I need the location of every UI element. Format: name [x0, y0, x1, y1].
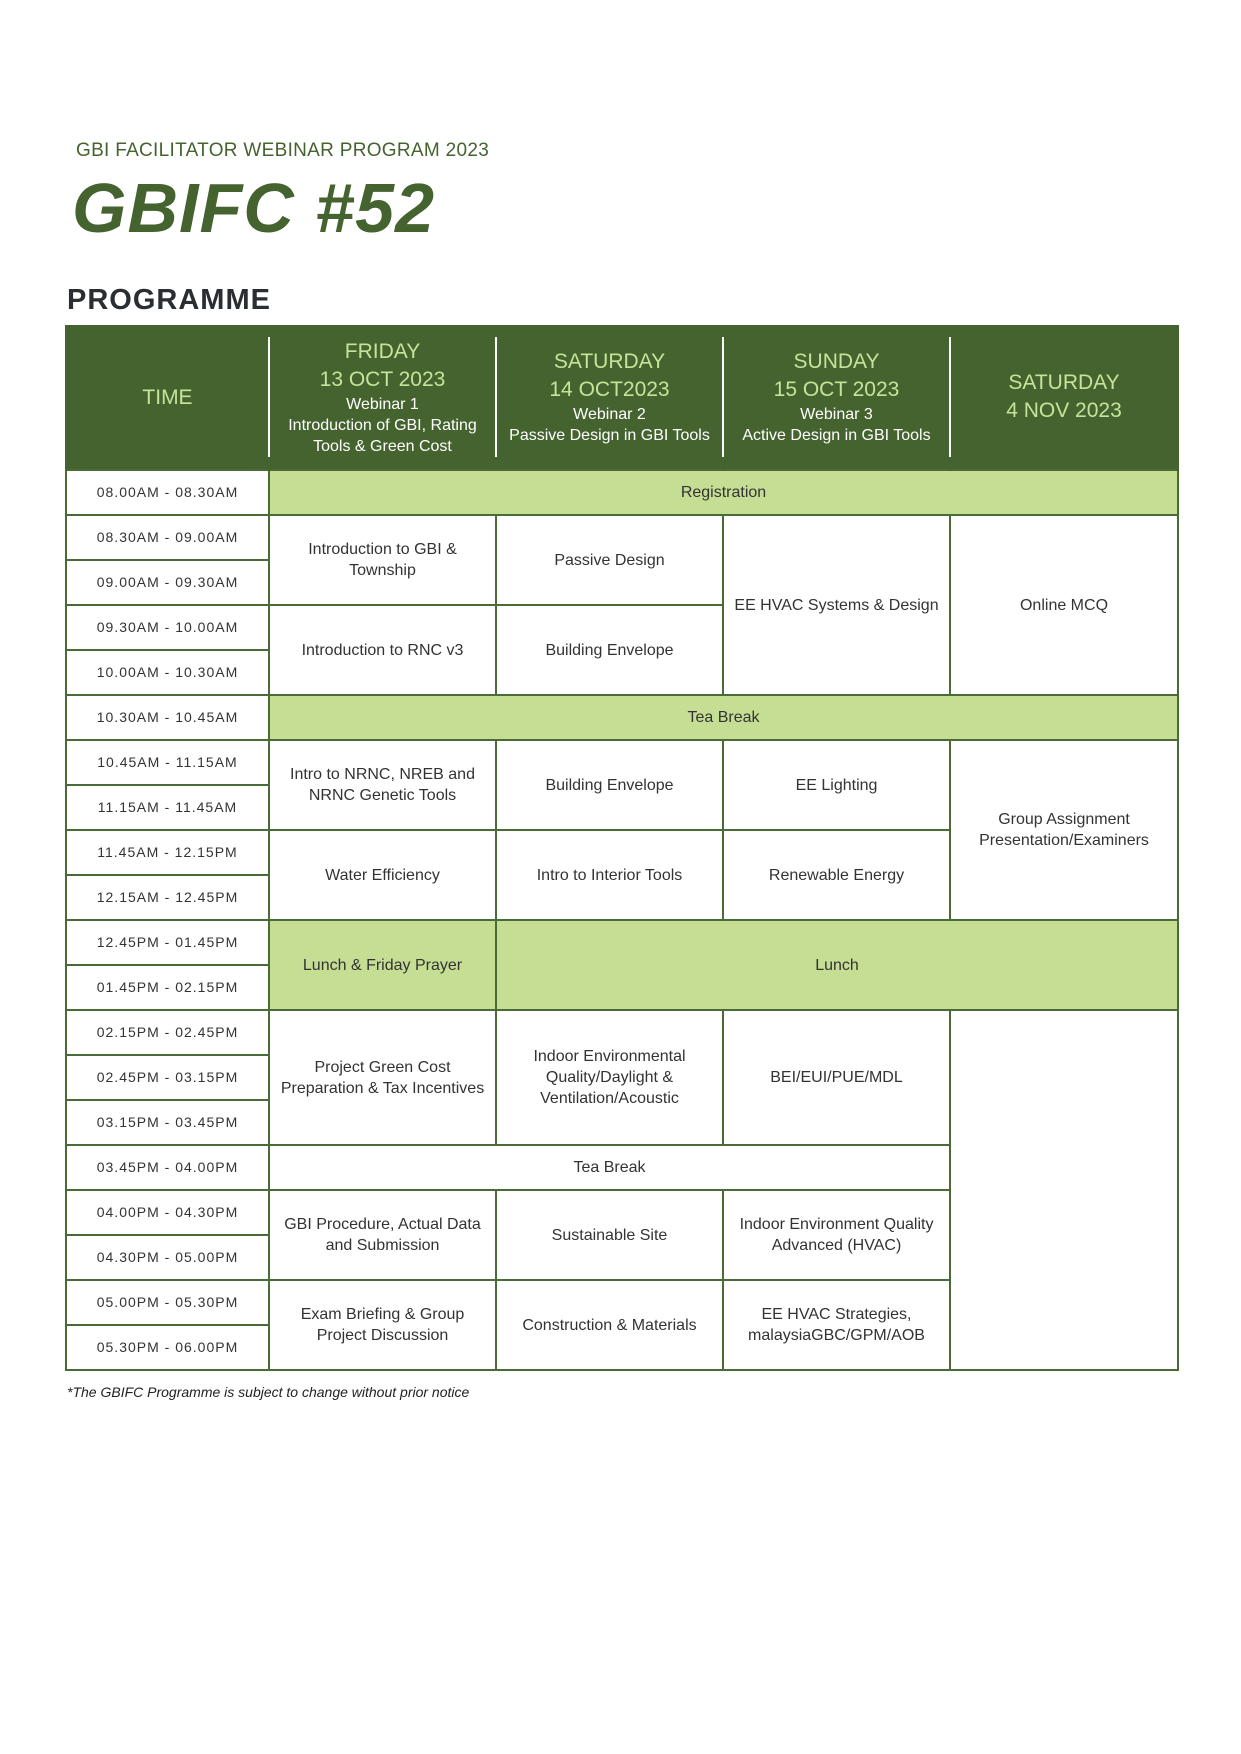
- session-cell: Online MCQ: [949, 514, 1179, 696]
- session-cell: Building Envelope: [495, 604, 724, 696]
- session-cell: EE HVAC Systems & Design: [722, 514, 951, 696]
- session-cell: Renewable Energy: [722, 829, 951, 921]
- program-subtitle: GBI FACILITATOR WEBINAR PROGRAM 2023: [76, 140, 490, 161]
- time-cell: 04.30PM - 05.00PM: [65, 1234, 270, 1281]
- header-row: TIME FRIDAY 13 OCT 2023 Webinar 1 Introduct…: [65, 325, 1179, 470]
- time-cell: 10.00AM - 10.30AM: [65, 649, 270, 696]
- session-cell: Project Green Cost Preparation & Tax Inc…: [268, 1009, 497, 1146]
- time-cell: 08.00AM - 08.30AM: [65, 469, 270, 516]
- programme-table: TIME FRIDAY 13 OCT 2023 Webinar 1 Introduct…: [65, 325, 1179, 1371]
- time-cell: 01.45PM - 02.15PM: [65, 964, 270, 1011]
- session-cell: Indoor Environment Quality Advanced (HVA…: [722, 1189, 951, 1281]
- session-cell: Passive Design: [495, 514, 724, 606]
- session-cell: GBI Procedure, Actual Data and Submissio…: [268, 1189, 497, 1281]
- session-cell: BEI/EUI/PUE/MDL: [722, 1009, 951, 1146]
- session-cell: Group Assignment Presentation/Examiners: [949, 739, 1179, 921]
- time-cell: 10.45AM - 11.15AM: [65, 739, 270, 786]
- session-cell: EE Lighting: [722, 739, 951, 831]
- time-cell: 09.00AM - 09.30AM: [65, 559, 270, 606]
- time-cell: 04.00PM - 04.30PM: [65, 1189, 270, 1236]
- time-cell: 12.15AM - 12.45PM: [65, 874, 270, 921]
- time-cell: 02.45PM - 03.15PM: [65, 1054, 270, 1101]
- session-cell: Exam Briefing & Group Project Discussion: [268, 1279, 497, 1371]
- page-title: GBIFC #52: [72, 169, 435, 247]
- empty-cell: [949, 1009, 1179, 1371]
- day-header: SATURDAY 14 OCT2023 Webinar 2 Passive Desig…: [495, 325, 724, 470]
- time-cell: 11.15AM - 11.45AM: [65, 784, 270, 831]
- day-header: SATURDAY 4 NOV 2023: [949, 325, 1179, 470]
- session-cell: EE HVAC Strategies, malaysiaGBC/GPM/AOB: [722, 1279, 951, 1371]
- time-cell: 12.45PM - 01.45PM: [65, 919, 270, 966]
- time-cell: 03.15PM - 03.45PM: [65, 1099, 270, 1146]
- session-friday-lunch: Lunch & Friday Prayer: [268, 919, 497, 1011]
- session-cell: Intro to Interior Tools: [495, 829, 724, 921]
- time-cell: 02.15PM - 02.45PM: [65, 1009, 270, 1056]
- session-cell: Intro to NRNC, NREB and NRNC Genetic Too…: [268, 739, 497, 831]
- day-header: FRIDAY 13 OCT 2023 Webinar 1 Introduction o…: [268, 325, 497, 470]
- time-cell: 09.30AM - 10.00AM: [65, 604, 270, 651]
- time-cell: 11.45AM - 12.15PM: [65, 829, 270, 876]
- time-cell: 03.45PM - 04.00PM: [65, 1144, 270, 1191]
- day-header: SUNDAY 15 OCT 2023 Webinar 3 Active Design …: [722, 325, 951, 470]
- section-heading: PROGRAMME: [67, 284, 271, 316]
- session-cell: Indoor Environmental Quality/Daylight & …: [495, 1009, 724, 1146]
- session-cell: Sustainable Site: [495, 1189, 724, 1281]
- session-cell: Building Envelope: [495, 739, 724, 831]
- session-registration: Registration: [268, 469, 1179, 516]
- session-tea-break: Tea Break: [268, 694, 1179, 741]
- time-cell: 10.30AM - 10.45AM: [65, 694, 270, 741]
- time-header: TIME: [65, 325, 270, 470]
- session-lunch: Lunch: [495, 919, 1179, 1011]
- session-cell: Introduction to RNC v3: [268, 604, 497, 696]
- time-cell: 05.30PM - 06.00PM: [65, 1324, 270, 1371]
- session-cell: Water Efficiency: [268, 829, 497, 921]
- time-cell: 05.00PM - 05.30PM: [65, 1279, 270, 1326]
- session-tea-break: Tea Break: [268, 1144, 951, 1191]
- session-cell: Introduction to GBI & Township: [268, 514, 497, 606]
- time-cell: 08.30AM - 09.00AM: [65, 514, 270, 561]
- session-cell: Construction & Materials: [495, 1279, 724, 1371]
- footnote: *The GBIFC Programme is subject to chang…: [67, 1384, 470, 1400]
